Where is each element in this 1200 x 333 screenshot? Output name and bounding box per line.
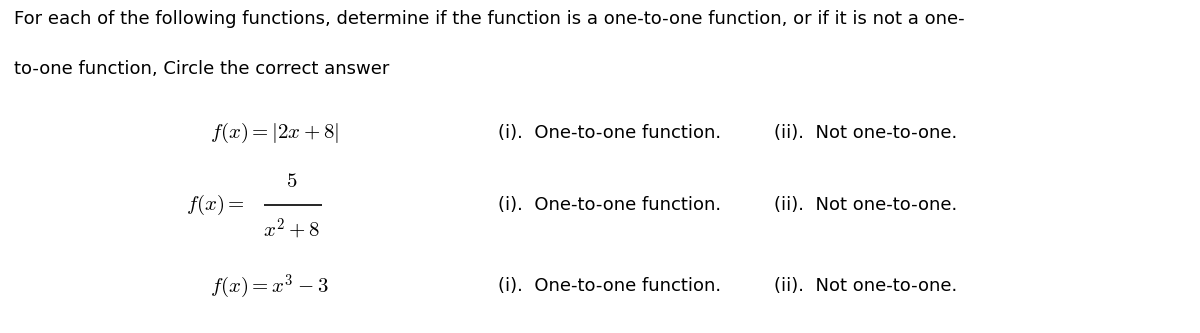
Text: $x^2+8$: $x^2+8$ [263, 215, 320, 241]
Text: (ii).  Not one-to-one.: (ii). Not one-to-one. [774, 124, 958, 142]
Text: to-one function, Circle the correct answer: to-one function, Circle the correct answ… [14, 60, 390, 78]
Text: $f(x) = x^3 - 3$: $f(x) = x^3 - 3$ [210, 272, 329, 300]
Text: (i).  One-to-one function.: (i). One-to-one function. [498, 277, 721, 295]
Text: $f(x) = |2x + 8|$: $f(x) = |2x + 8|$ [210, 121, 340, 145]
Text: (ii).  Not one-to-one.: (ii). Not one-to-one. [774, 277, 958, 295]
Text: (i).  One-to-one function.: (i). One-to-one function. [498, 196, 721, 214]
Text: (i).  One-to-one function.: (i). One-to-one function. [498, 124, 721, 142]
Text: For each of the following functions, determine if the function is a one-to-one f: For each of the following functions, det… [14, 10, 965, 28]
Text: (ii).  Not one-to-one.: (ii). Not one-to-one. [774, 196, 958, 214]
Text: $5$: $5$ [286, 171, 298, 191]
Text: $f(x) = $: $f(x) = $ [186, 193, 245, 217]
